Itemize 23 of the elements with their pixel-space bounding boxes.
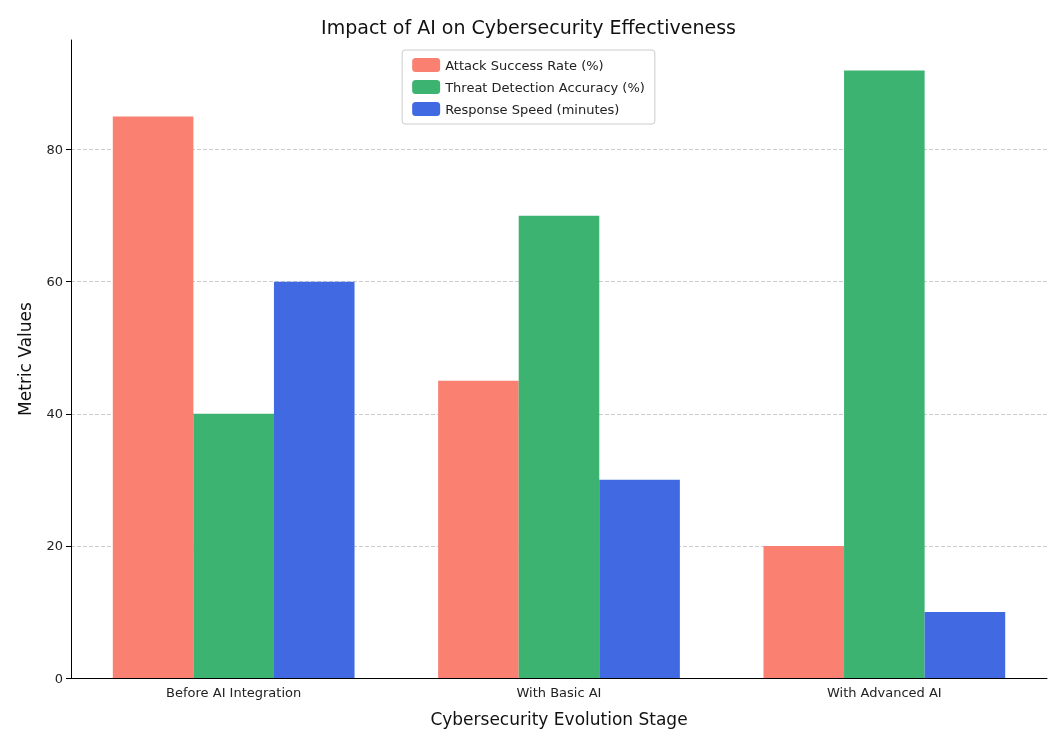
- legend-label: Response Speed (minutes): [445, 101, 620, 117]
- legend-label: Attack Success Rate (%): [445, 57, 604, 73]
- bar: [518, 215, 600, 678]
- y-tick-label: 20: [46, 538, 63, 554]
- x-tick-label: With Basic AI: [516, 685, 602, 700]
- y-tick-label: 80: [46, 142, 63, 158]
- bar: [924, 611, 1006, 678]
- y-tick-label: 0: [54, 670, 63, 686]
- bar: [844, 70, 925, 678]
- bar: [273, 281, 355, 678]
- x-tick-label: Before AI Integration: [166, 685, 302, 700]
- chart-title: Impact of AI on Cybersecurity Effectiveness: [321, 15, 736, 38]
- y-axis-title: Metric Values: [14, 301, 35, 416]
- bar: [193, 413, 274, 678]
- legend-label: Threat Detection Accuracy (%): [444, 79, 645, 95]
- x-tick-label: With Advanced AI: [826, 685, 942, 700]
- y-tick-label: 60: [46, 274, 63, 290]
- bar: [112, 116, 194, 678]
- x-axis-title: Cybersecurity Evolution Stage: [430, 708, 688, 729]
- bar: [763, 545, 845, 678]
- y-tick-label: 40: [46, 406, 63, 422]
- bar: [599, 479, 680, 678]
- bar: [438, 380, 519, 678]
